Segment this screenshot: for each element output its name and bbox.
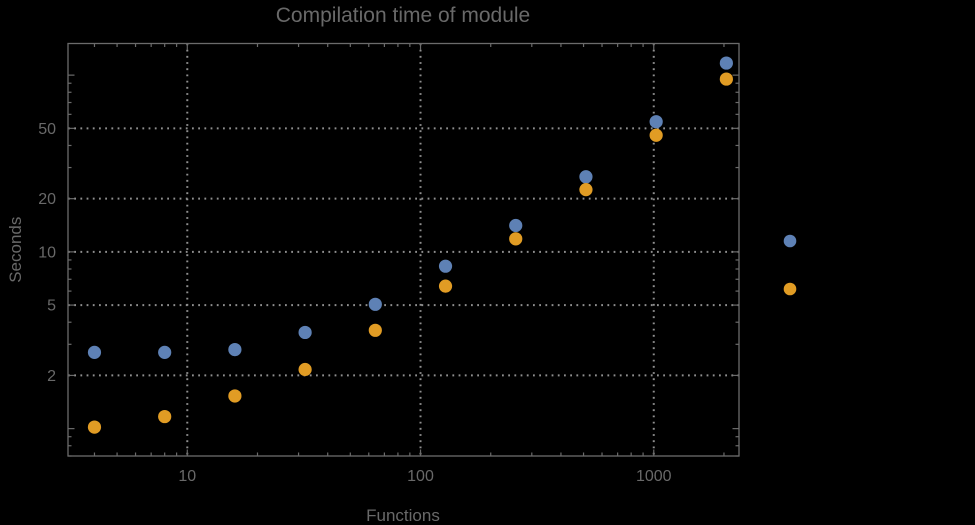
- data-point-blue: [368, 297, 382, 311]
- x-tick-label: 1000: [636, 468, 672, 485]
- y-tick-label: 5: [47, 298, 56, 315]
- legend: [783, 234, 797, 296]
- plot-frame: [67, 42, 740, 457]
- x-axis-title: Functions: [366, 506, 440, 525]
- data-point-orange: [579, 183, 593, 197]
- x-tick-label: 10: [178, 468, 196, 485]
- series-blue-marker: [783, 234, 797, 248]
- data-point-blue: [298, 325, 312, 340]
- data-points: [87, 56, 733, 434]
- data-point-orange: [298, 362, 312, 377]
- data-point-blue: [579, 170, 593, 184]
- data-point-orange: [368, 323, 382, 337]
- y-tick-label: 20: [38, 191, 56, 208]
- data-point-blue: [719, 56, 733, 70]
- data-point-blue: [649, 115, 663, 129]
- axis-ticks: [68, 43, 739, 457]
- data-point-blue: [158, 345, 172, 359]
- data-point-orange: [228, 389, 242, 403]
- y-axis-title: Seconds: [6, 217, 25, 283]
- data-point-orange: [87, 420, 102, 434]
- gridlines: [68, 43, 739, 456]
- y-tick-label: 2: [47, 368, 56, 385]
- chart-title: Compilation time of module: [276, 4, 530, 27]
- data-point-orange: [649, 128, 663, 142]
- data-point-orange: [158, 409, 172, 424]
- data-point-blue: [438, 259, 453, 273]
- data-point-orange: [438, 279, 453, 293]
- frame-rect: [67, 42, 740, 457]
- series-blue: [87, 56, 733, 359]
- tick-labels: 10 100 1000 2 5 10 20 50: [38, 121, 671, 485]
- y-tick-label: 50: [38, 121, 56, 138]
- series-orange-marker: [783, 282, 797, 296]
- series-orange: [87, 72, 733, 434]
- data-point-blue: [87, 345, 102, 359]
- data-point-blue: [509, 218, 523, 233]
- y-tick-label: 10: [38, 244, 56, 261]
- x-tick-label: 100: [407, 468, 434, 485]
- data-point-orange: [509, 232, 523, 246]
- data-point-blue: [228, 342, 242, 357]
- data-point-orange: [719, 72, 733, 86]
